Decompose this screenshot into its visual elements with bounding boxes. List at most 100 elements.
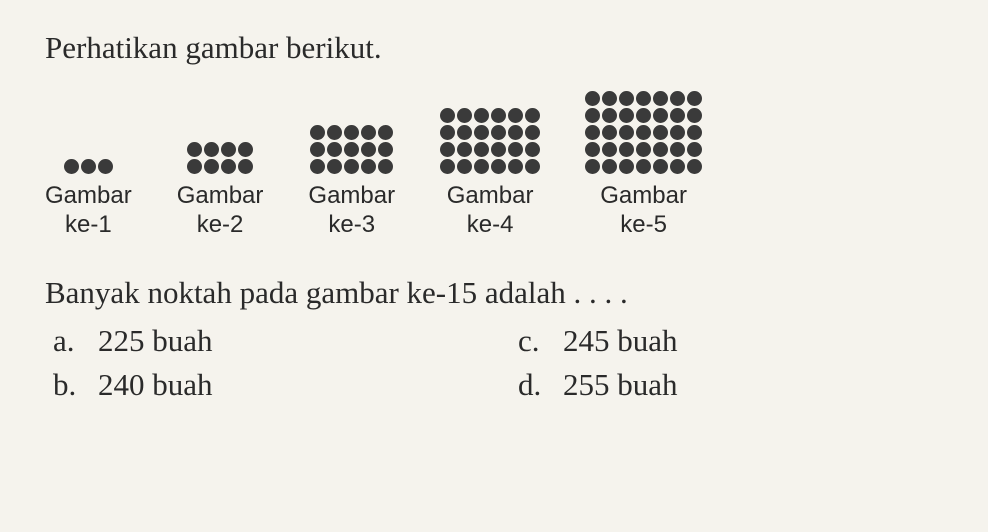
dot-icon <box>636 91 651 106</box>
dot-icon <box>64 159 79 174</box>
dot-icon <box>619 142 634 157</box>
dot-icon <box>602 142 617 157</box>
dot-icon <box>344 159 359 174</box>
answer-letter: d. <box>518 367 563 403</box>
dot-icon <box>508 142 523 157</box>
dot-icon <box>636 125 651 140</box>
patterns-container: Gambar ke-1 Gambar ke-2 Gambar ke-3 Gamb… <box>45 91 943 240</box>
pattern-label-text: Gambar <box>45 182 132 209</box>
pattern-4-dots <box>440 108 540 174</box>
dot-icon <box>585 91 600 106</box>
pattern-2: Gambar ke-2 <box>177 142 264 240</box>
dot-icon <box>602 91 617 106</box>
pattern-2-label: Gambar ke-2 <box>177 182 264 240</box>
dot-row <box>440 142 540 157</box>
pattern-5: Gambar ke-5 <box>585 91 702 240</box>
dot-icon <box>525 125 540 140</box>
dot-row <box>440 108 540 123</box>
dot-icon <box>687 91 702 106</box>
dot-icon <box>457 125 472 140</box>
dot-icon <box>602 108 617 123</box>
answer-a: a. 225 buah <box>53 323 478 359</box>
dot-icon <box>508 125 523 140</box>
dot-icon <box>187 159 202 174</box>
question-text: Banyak noktah pada gambar ke-15 adalah .… <box>45 275 943 311</box>
dot-icon <box>361 125 376 140</box>
answer-d: d. 255 buah <box>518 367 943 403</box>
dot-icon <box>344 125 359 140</box>
dot-icon <box>204 159 219 174</box>
dot-icon <box>619 125 634 140</box>
answer-letter: b. <box>53 367 98 403</box>
dot-icon <box>619 91 634 106</box>
dot-icon <box>602 159 617 174</box>
dot-icon <box>508 159 523 174</box>
answer-text: 245 buah <box>563 323 678 359</box>
dot-icon <box>238 142 253 157</box>
dot-icon <box>474 125 489 140</box>
dot-icon <box>687 108 702 123</box>
pattern-label-text: ke-2 <box>197 211 244 238</box>
answers-grid: a. 225 buah c. 245 buah b. 240 buah d. 2… <box>45 323 943 403</box>
pattern-label-text: Gambar <box>177 182 264 209</box>
dot-icon <box>98 159 113 174</box>
dot-icon <box>653 108 668 123</box>
dot-icon <box>670 142 685 157</box>
dot-icon <box>378 159 393 174</box>
dot-icon <box>361 142 376 157</box>
pattern-1: Gambar ke-1 <box>45 159 132 240</box>
dot-icon <box>327 159 342 174</box>
dot-icon <box>687 142 702 157</box>
dot-icon <box>238 159 253 174</box>
dot-icon <box>310 159 325 174</box>
dot-icon <box>457 142 472 157</box>
answer-letter: c. <box>518 323 563 359</box>
dot-icon <box>378 125 393 140</box>
dot-icon <box>457 108 472 123</box>
pattern-label-text: Gambar <box>447 182 534 209</box>
answer-b: b. 240 buah <box>53 367 478 403</box>
dot-row <box>440 125 540 140</box>
pattern-2-dots <box>187 142 253 174</box>
page-title: Perhatikan gambar berikut. <box>45 30 943 66</box>
pattern-label-text: Gambar <box>308 182 395 209</box>
answer-c: c. 245 buah <box>518 323 943 359</box>
dot-icon <box>310 142 325 157</box>
dot-icon <box>81 159 96 174</box>
dot-row <box>64 159 113 174</box>
dot-icon <box>491 142 506 157</box>
dot-row <box>310 142 393 157</box>
dot-icon <box>187 142 202 157</box>
dot-icon <box>474 142 489 157</box>
pattern-5-label: Gambar ke-5 <box>600 182 687 240</box>
pattern-4-label: Gambar ke-4 <box>447 182 534 240</box>
pattern-label-text: ke-3 <box>328 211 375 238</box>
dot-icon <box>221 142 236 157</box>
pattern-5-dots <box>585 91 702 174</box>
dot-icon <box>491 159 506 174</box>
pattern-label-text: ke-4 <box>467 211 514 238</box>
dot-icon <box>327 125 342 140</box>
pattern-label-text: Gambar <box>600 182 687 209</box>
pattern-label-text: ke-5 <box>620 211 667 238</box>
dot-icon <box>440 142 455 157</box>
dot-icon <box>619 159 634 174</box>
dot-icon <box>525 159 540 174</box>
answer-text: 225 buah <box>98 323 213 359</box>
dot-icon <box>440 108 455 123</box>
dot-icon <box>508 108 523 123</box>
dot-icon <box>585 108 600 123</box>
answer-letter: a. <box>53 323 98 359</box>
dot-icon <box>636 108 651 123</box>
dot-icon <box>653 91 668 106</box>
dot-icon <box>344 142 359 157</box>
dot-icon <box>204 142 219 157</box>
pattern-3-dots <box>310 125 393 174</box>
dot-icon <box>440 159 455 174</box>
dot-icon <box>653 142 668 157</box>
dot-icon <box>221 159 236 174</box>
dot-row <box>310 159 393 174</box>
dot-icon <box>687 125 702 140</box>
dot-icon <box>653 159 668 174</box>
dot-row <box>585 91 702 106</box>
